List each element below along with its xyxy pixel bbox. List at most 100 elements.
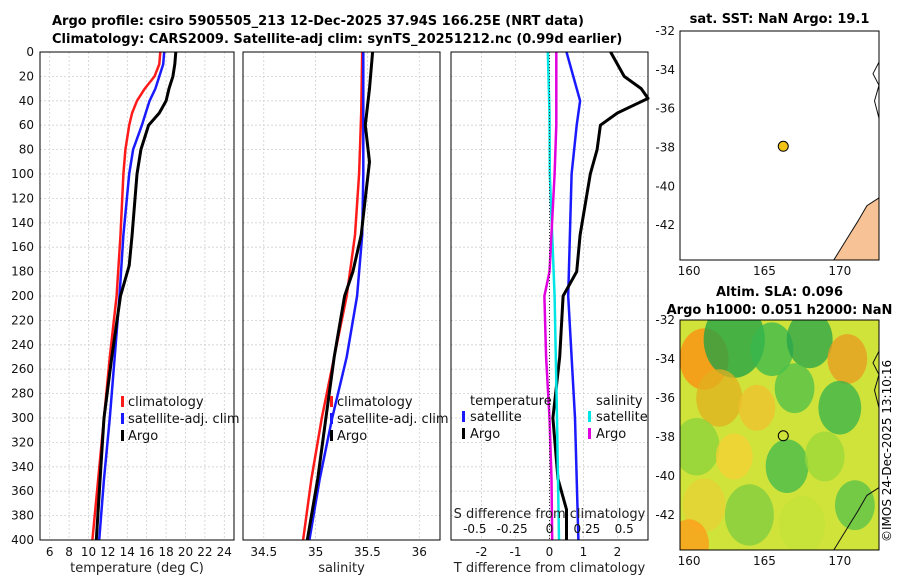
y-tick-label: 400 [11,533,34,547]
legend-swatch [121,396,124,407]
legend-label: satellite [470,410,522,425]
legend-swatch [462,411,465,422]
x-tick-label: 35 [308,545,323,559]
y-tick-label: 80 [19,143,34,157]
sla-anomaly-blob [680,519,709,550]
figure-title-line1: Argo profile: csiro 5905505_213 12-Dec-2… [52,14,584,29]
lat-tick-label: -36 [655,391,675,405]
sla-anomaly-blob [804,431,845,482]
y-tick-label: 100 [11,167,34,181]
y-tick-label: 0 [26,45,34,59]
sla-anomaly-blob [818,380,862,435]
sla-anomaly-blob [680,417,720,476]
map-area [680,320,879,550]
lat-tick-label: -32 [655,313,675,327]
sla-anomaly-blob [827,334,868,384]
y-tick-label: 180 [11,265,34,279]
lat-tick-label: -34 [655,63,675,77]
coastline-north [872,350,879,408]
legend-label: satellite-adj. clim [337,412,449,427]
land-polygon [833,487,879,550]
legend-header-salinity: salinity [596,394,643,409]
sla-anomaly-blob [715,433,753,480]
x-axis-label: T difference from climatology [453,561,646,576]
y-tick-label: 240 [11,338,34,352]
x-tick-label: 18 [158,545,173,559]
series-line-climatology [301,51,364,541]
top-x-tick-label: 0 [546,522,554,536]
x-tick-label: -2 [476,545,488,559]
y-tick-label: 140 [11,216,34,230]
lat-tick-label: -38 [655,430,675,444]
legend-label: satellite-adj. clim [128,412,240,427]
x-tick-label: 20 [178,545,193,559]
series-line-argo [305,51,375,541]
lat-tick-label: -40 [655,179,675,193]
x-tick-label: 14 [120,545,135,559]
lon-tick-label: 170 [828,264,851,278]
legend-swatch [330,396,333,407]
map-frame [679,319,880,551]
sla-anomaly-blob [682,478,726,533]
series-line-satellite-adj-clim [308,52,365,541]
lon-tick-label: 170 [828,554,851,568]
y-tick-label: 340 [11,460,34,474]
lat-tick-label: -42 [655,508,675,522]
y-tick-label: 60 [19,118,34,132]
lon-tick-label: 160 [678,264,701,278]
y-tick-label: 260 [11,362,34,376]
x-tick-label: -1 [510,545,522,559]
top-x-axis-label: S difference from climatology [454,507,646,522]
x-tick-label: 12 [100,545,115,559]
x-tick-label: 6 [46,545,54,559]
x-axis-label: salinity [318,561,365,576]
legend-swatch [121,430,124,441]
y-tick-label: 360 [11,484,34,498]
sla-anomaly-blob [750,322,794,377]
top-x-tick-label: 0.25 [574,522,601,536]
sla-map-panel: 160 165 170 -32 -34 -36 -38 -40 -42 Altim. SLA: 0… [655,285,893,568]
argo-float-marker [777,140,789,152]
figure-title-line2: Climatology: CARS2009. Satellite-adj cli… [52,32,623,47]
series-line-t-argo [551,51,650,540]
legend-swatch [330,413,333,424]
sla-anomaly-blob [738,384,776,431]
map-title: Argo h1000: 0.051 h2000: NaN [667,303,893,318]
top-x-tick-label: -0.25 [497,522,528,536]
lon-tick-label: 165 [753,554,776,568]
legend-label: climatology [128,395,204,410]
legend-label: Argo [470,427,500,442]
x-tick-label: 36 [412,545,427,559]
lat-tick-label: -34 [655,352,675,366]
map-frame [679,30,880,261]
series-line-argo [94,51,178,541]
y-tick-label: 220 [11,313,34,327]
lon-tick-label: 160 [678,554,701,568]
x-tick-label: 22 [197,545,212,559]
legend-label: Argo [337,429,367,444]
axes-frame [39,51,235,541]
difference-panel: -2 -1 0 1 2 T difference from climatology S di… [450,51,650,576]
lat-tick-label: -42 [655,218,675,232]
x-tick-label: 24 [217,545,232,559]
series-line-satellite-adj-clim [97,51,166,541]
legend-swatch [588,428,591,439]
legend-swatch [462,428,465,439]
lat-tick-label: -32 [655,24,675,38]
y-tick-label: 120 [11,191,34,205]
lat-tick-label: -40 [655,469,675,483]
temperature-panel: 6 8 10 12 14 16 18 20 22 240204060801001201401601… [11,45,240,576]
y-tick-label: 40 [19,94,34,108]
map-title: sat. SST: NaN Argo: 19.1 [690,12,870,27]
axes-frame [242,51,441,541]
legend-swatch [330,430,333,441]
lat-tick-label: -38 [655,140,675,154]
coastline-north [872,61,879,119]
legend-header-temperature: temperature [470,394,552,409]
sla-anomaly-blob [786,320,833,369]
y-tick-label: 380 [11,509,34,523]
legend-swatch [121,413,124,424]
argo-float-marker [777,430,789,442]
sst-map-panel: 160 165 170 -32 -34 -36 -38 -40 -42 sat. SST: NaN… [655,12,880,278]
y-tick-label: 280 [11,387,34,401]
